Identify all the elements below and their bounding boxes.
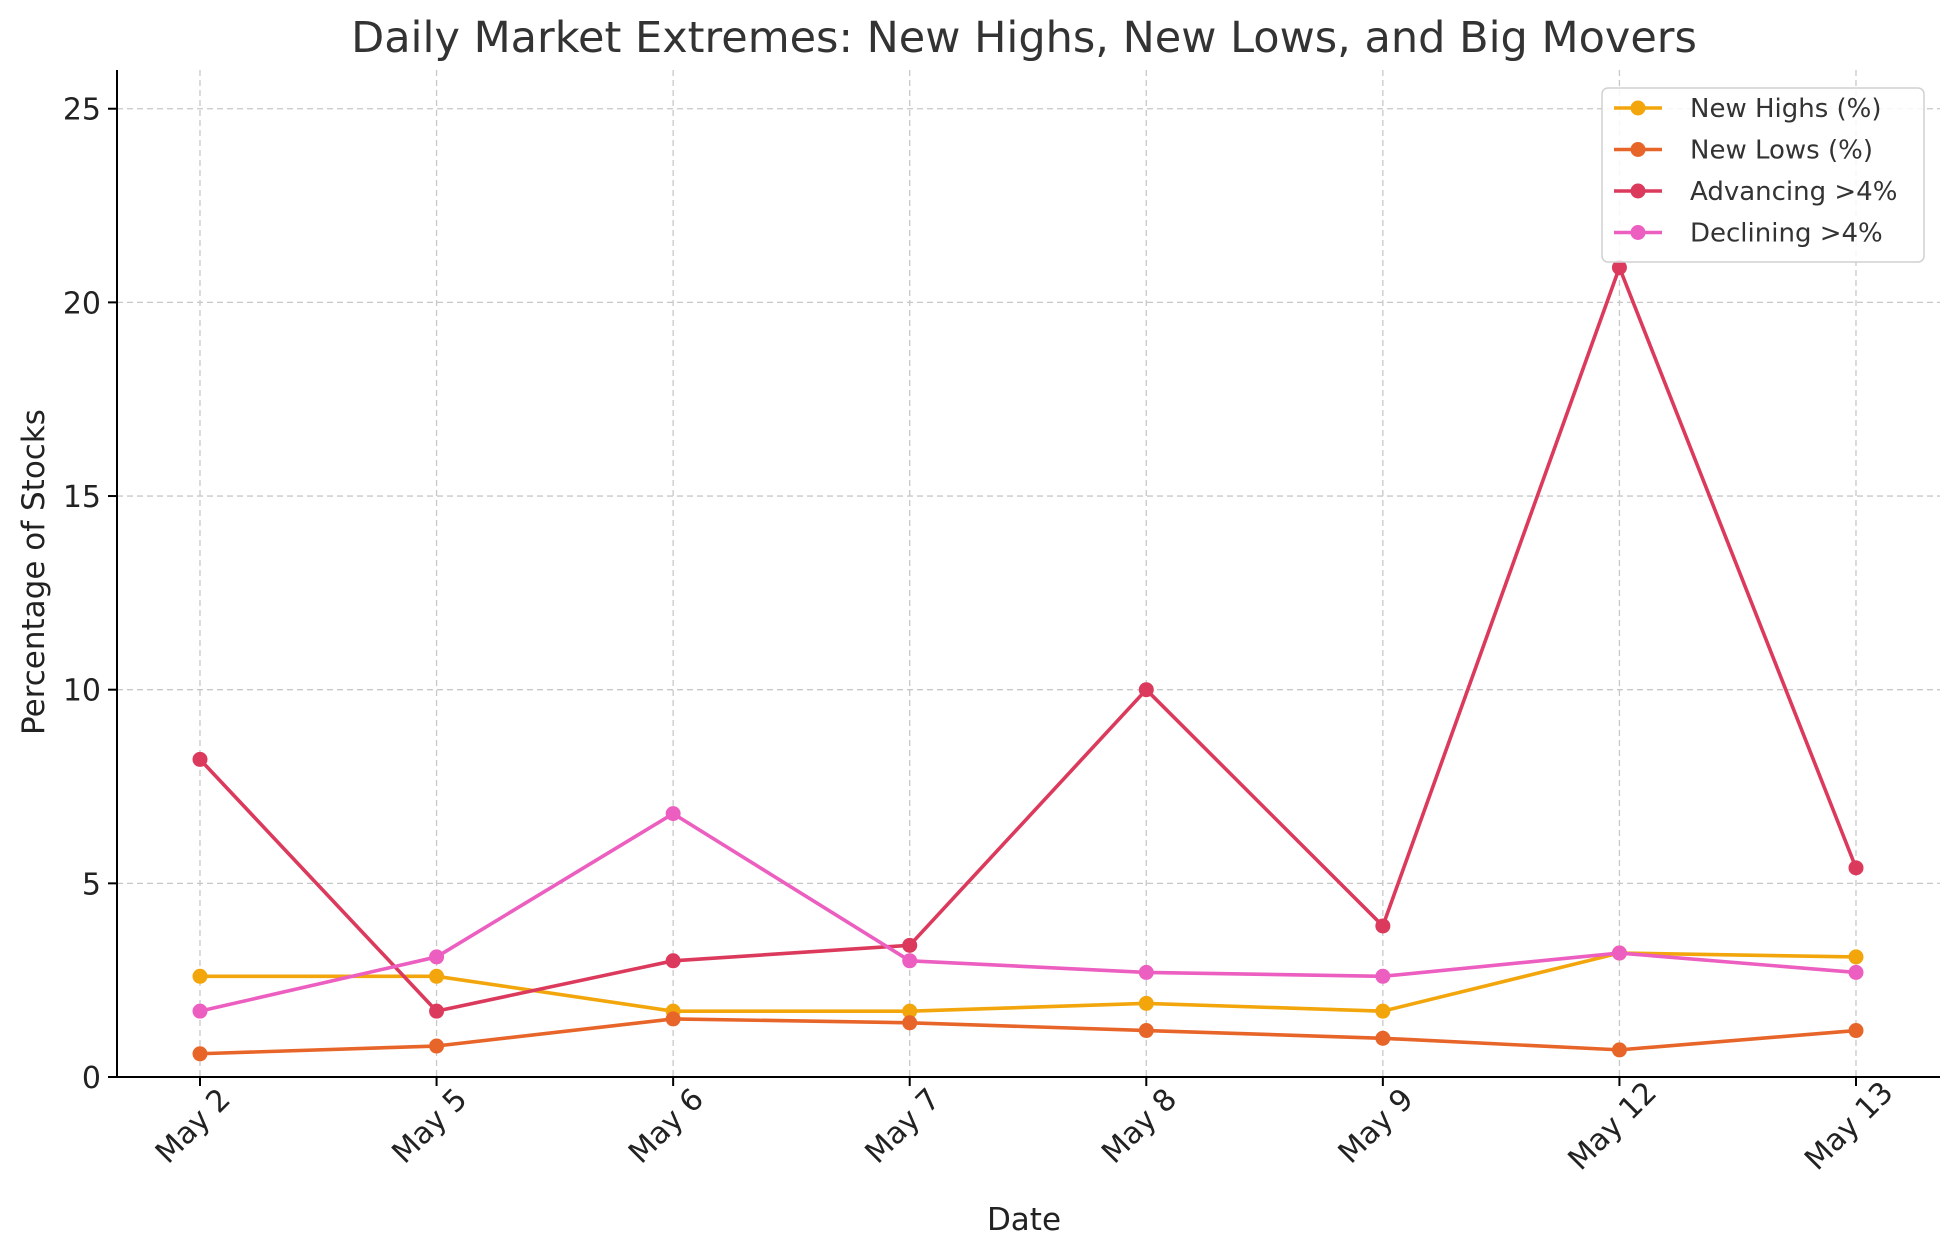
x-tick-label: May 9 [1332, 1082, 1421, 1171]
data-point [429, 968, 445, 984]
legend-label: New Highs (%) [1690, 94, 1882, 124]
grid [117, 70, 1940, 1077]
legend-item: Advancing >4% [1614, 177, 1897, 207]
legend-swatch-marker [1630, 183, 1646, 199]
data-point [1138, 682, 1154, 698]
data-point [192, 1046, 208, 1062]
data-point [1848, 949, 1864, 965]
legend: New Highs (%) New Lows (%) Advancing >4% De… [1601, 87, 1925, 263]
data-point [429, 949, 445, 965]
series-2 [192, 260, 1864, 1019]
data-point [1848, 964, 1864, 980]
x-tick-label: May 5 [385, 1082, 474, 1171]
series-3 [192, 806, 1864, 1019]
legend-label: New Lows (%) [1690, 136, 1873, 166]
series-line [200, 951, 1857, 1013]
legend-label: Declining >4% [1690, 219, 1883, 249]
data-point [1375, 918, 1391, 934]
data-point [902, 937, 918, 953]
data-point [1848, 1023, 1864, 1039]
data-point [1611, 260, 1627, 276]
series-line [199, 1017, 1857, 1056]
legend-item: Declining >4% [1614, 219, 1883, 249]
series-1 [192, 1011, 1864, 1062]
data-point [1138, 964, 1154, 980]
legend-item: New Highs (%) [1614, 94, 1882, 124]
y-tick-label: 20 [63, 286, 101, 321]
data-point [902, 1015, 918, 1031]
series-layer [192, 260, 1864, 1062]
x-tick-label: May 13 [1798, 1075, 1900, 1177]
x-tick-label: May 6 [622, 1082, 711, 1171]
data-point [665, 1011, 681, 1027]
data-point [192, 968, 208, 984]
data-point [1611, 945, 1627, 961]
series-line [198, 265, 1858, 1013]
chart-title: Daily Market Extremes: New Highs, New Lo… [351, 13, 1697, 63]
x-tick-label: May 8 [1095, 1082, 1184, 1171]
x-tick-label: May 2 [149, 1082, 238, 1171]
data-point [902, 953, 918, 969]
y-tick-label: 25 [63, 93, 101, 128]
y-tick-label: 15 [63, 480, 101, 515]
x-axis-title: Date [987, 1202, 1061, 1238]
data-point [1138, 995, 1154, 1011]
data-point [192, 751, 208, 767]
data-point [1375, 1030, 1391, 1046]
data-point [665, 806, 681, 822]
legend-label: Advancing >4% [1690, 177, 1897, 207]
legend-item: New Lows (%) [1614, 136, 1873, 166]
legend-swatch-marker [1630, 100, 1646, 116]
y-axis-title: Percentage of Stocks [16, 409, 52, 735]
data-point [429, 1003, 445, 1019]
x-tick-label: May 7 [859, 1082, 948, 1171]
data-point [429, 1038, 445, 1054]
x-tick-label: May 12 [1562, 1075, 1664, 1177]
y-tick-label: 0 [82, 1061, 101, 1096]
data-point [1375, 968, 1391, 984]
series-line [199, 811, 1857, 1013]
legend-swatch-marker [1630, 225, 1646, 240]
data-point [1138, 1023, 1154, 1039]
data-point [665, 953, 681, 969]
data-point [1375, 1003, 1391, 1019]
data-point [1611, 1042, 1627, 1058]
data-point [192, 1003, 208, 1019]
data-point [902, 1003, 918, 1019]
legend-box [1601, 87, 1925, 263]
legend-swatch-marker [1630, 142, 1646, 157]
data-point [1848, 860, 1864, 876]
y-tick-label: 5 [82, 867, 101, 902]
y-tick-label: 10 [63, 674, 101, 709]
